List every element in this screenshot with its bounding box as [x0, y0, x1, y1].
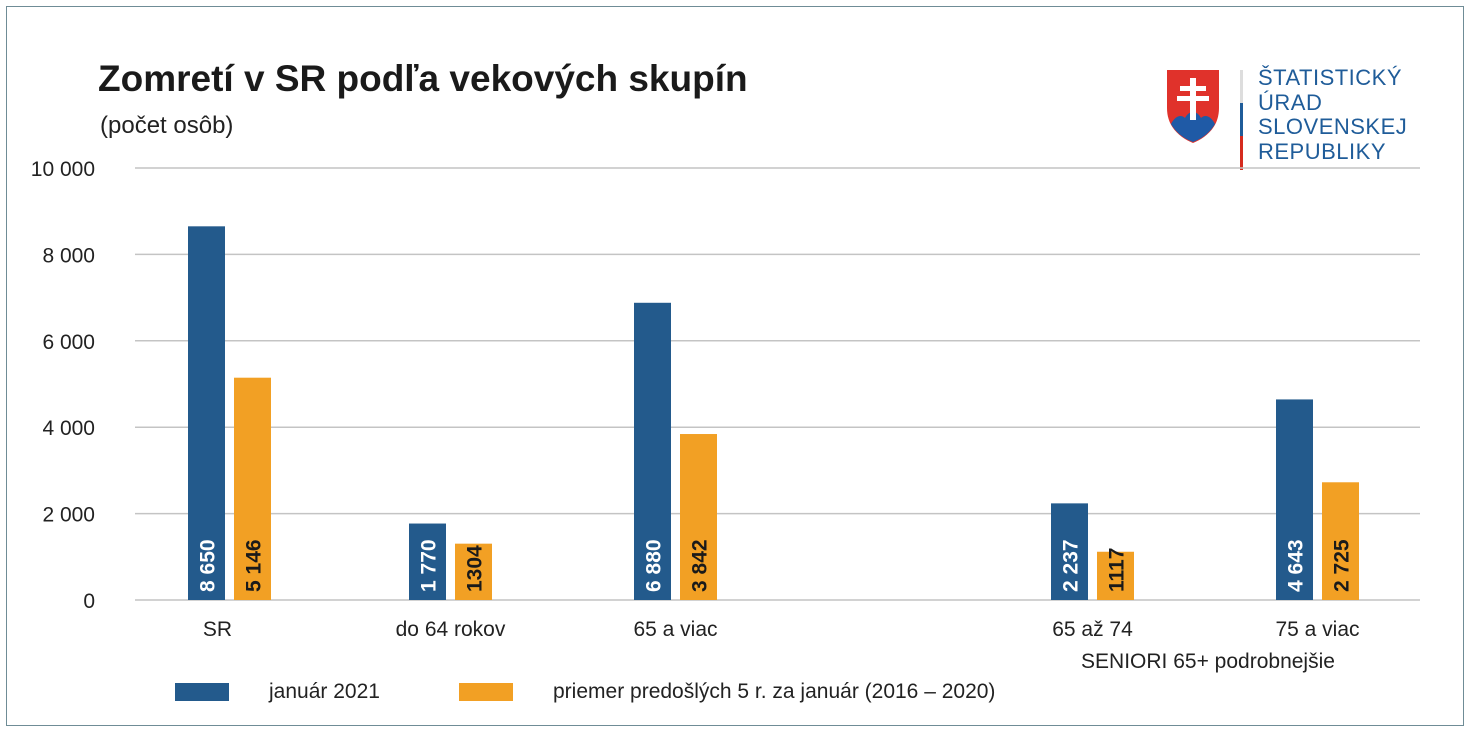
data-label: 6 880 [643, 539, 666, 592]
data-label: 1 770 [418, 539, 441, 592]
bar [455, 543, 492, 600]
y-tick-label: 10 000 [31, 158, 95, 181]
legend-label: január 2021 [269, 680, 380, 703]
data-label: 2 725 [1331, 539, 1354, 592]
logo-text: ŠTATISTICKÝ ÚRAD SLOVENSKEJ REPUBLIKY [1258, 65, 1408, 164]
data-label: 1117 [1106, 548, 1129, 592]
bar [188, 226, 225, 600]
legend-label: priemer predošlých 5 r. za január (2016 … [553, 680, 996, 703]
logo-line: SLOVENSKEJ [1258, 114, 1408, 139]
y-tick-label: 6 000 [42, 331, 95, 354]
logo-line: ÚRAD [1258, 89, 1323, 115]
legend-item-average: priemer predošlých 5 r. za január (2016 … [459, 680, 995, 704]
data-label: 4 643 [1285, 539, 1308, 592]
bar [1097, 551, 1134, 600]
slovak-coat-of-arms-icon [1167, 70, 1219, 143]
y-tick-label: 4 000 [42, 417, 95, 440]
x-tick-label: SR [203, 618, 232, 641]
logo-line: REPUBLIKY [1258, 138, 1386, 164]
legend-item-january-2021: január 2021 [175, 680, 380, 704]
x-tick-label: 65 a viac [633, 618, 717, 641]
bar [1276, 399, 1313, 600]
data-label: 5 146 [243, 539, 266, 592]
bar [1051, 503, 1088, 600]
logo-line: ŠTATISTICKÝ [1258, 65, 1403, 90]
bar [409, 523, 446, 600]
y-tick-label: 0 [83, 590, 95, 613]
y-tick-label: 2 000 [42, 504, 95, 527]
data-label: 3 842 [689, 539, 712, 592]
legend-swatch [459, 683, 513, 701]
x-tick-label: 65 až 74 [1052, 618, 1133, 641]
chart-subtitle: (počet osôb) [100, 112, 234, 139]
x-tick-label: do 64 rokov [396, 618, 506, 641]
x-group-label: SENIORI 65+ podrobnejšie [1081, 650, 1335, 673]
data-label: 2 237 [1060, 539, 1083, 592]
legend-swatch [175, 683, 229, 701]
bar [680, 434, 717, 600]
bar [634, 302, 671, 600]
logo-divider [1240, 70, 1243, 170]
chart-title: Zomretí v SR podľa vekových skupín [98, 58, 748, 99]
data-label: 8 650 [197, 539, 220, 592]
data-label: 1304 [464, 545, 487, 592]
bar [1322, 482, 1359, 600]
bar [234, 377, 271, 600]
chart-frame [6, 6, 1464, 726]
y-tick-label: 8 000 [42, 244, 95, 267]
x-tick-label: 75 a viac [1275, 618, 1359, 641]
